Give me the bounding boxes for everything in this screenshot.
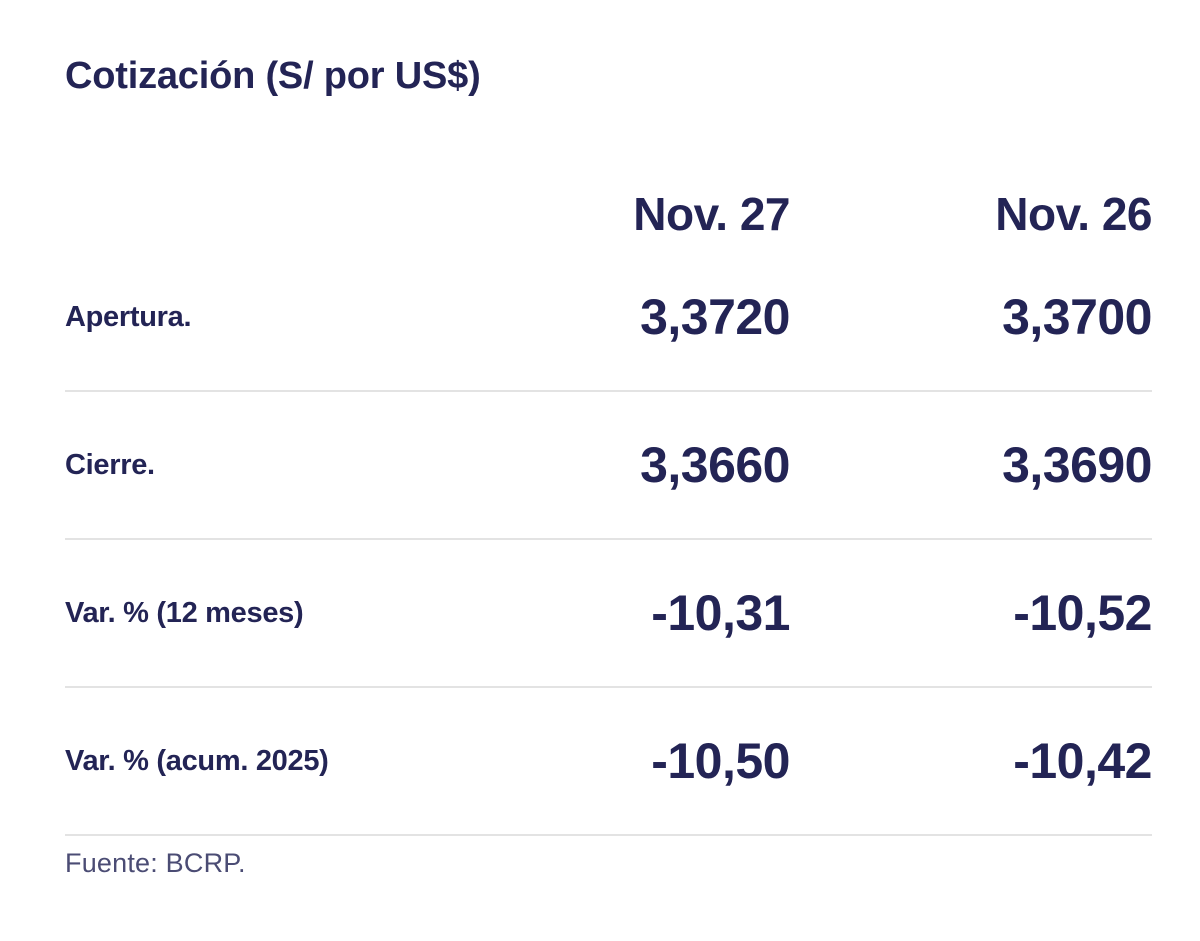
- table-header-row: Nov. 27 Nov. 26: [65, 100, 1152, 244]
- value-var-12-meses-nov-26: -10,52: [1013, 585, 1152, 641]
- page-title: Cotización (S/ por US$): [65, 55, 481, 97]
- column-header-nov-26: Nov. 26: [995, 188, 1152, 240]
- value-apertura-nov-26: 3,3700: [1002, 289, 1152, 345]
- value-apertura-nov-27: 3,3720: [640, 289, 790, 345]
- value-var-acum-2025-nov-27: -10,50: [651, 733, 790, 789]
- value-cierre-nov-26: 3,3690: [1002, 437, 1152, 493]
- value-cierre-nov-27: 3,3660: [640, 437, 790, 493]
- row-label-var-12-meses: Var. % (12 meses): [65, 596, 304, 629]
- source-note: Fuente: BCRP.: [65, 848, 246, 878]
- row-label-apertura: Apertura.: [65, 300, 192, 333]
- table-row-cierre: Cierre. 3,3660 3,3690: [65, 392, 1153, 540]
- table-row-var-acum-2025: Var. % (acum. 2025) -10,50 -10,42: [65, 688, 1153, 836]
- table-row-apertura: Apertura. 3,3720 3,3700: [65, 244, 1153, 392]
- exchange-rate-card: Cotización (S/ por US$) Nov. 27 Nov. 26 …: [0, 52, 1200, 941]
- value-var-acum-2025-nov-26: -10,42: [1013, 733, 1152, 789]
- row-label-var-acum-2025: Var. % (acum. 2025): [65, 744, 329, 777]
- row-label-cierre: Cierre.: [65, 448, 155, 481]
- value-var-12-meses-nov-27: -10,31: [651, 585, 790, 641]
- column-header-nov-27: Nov. 27: [633, 188, 790, 240]
- table-row-var-12-meses: Var. % (12 meses) -10,31 -10,52: [65, 540, 1153, 688]
